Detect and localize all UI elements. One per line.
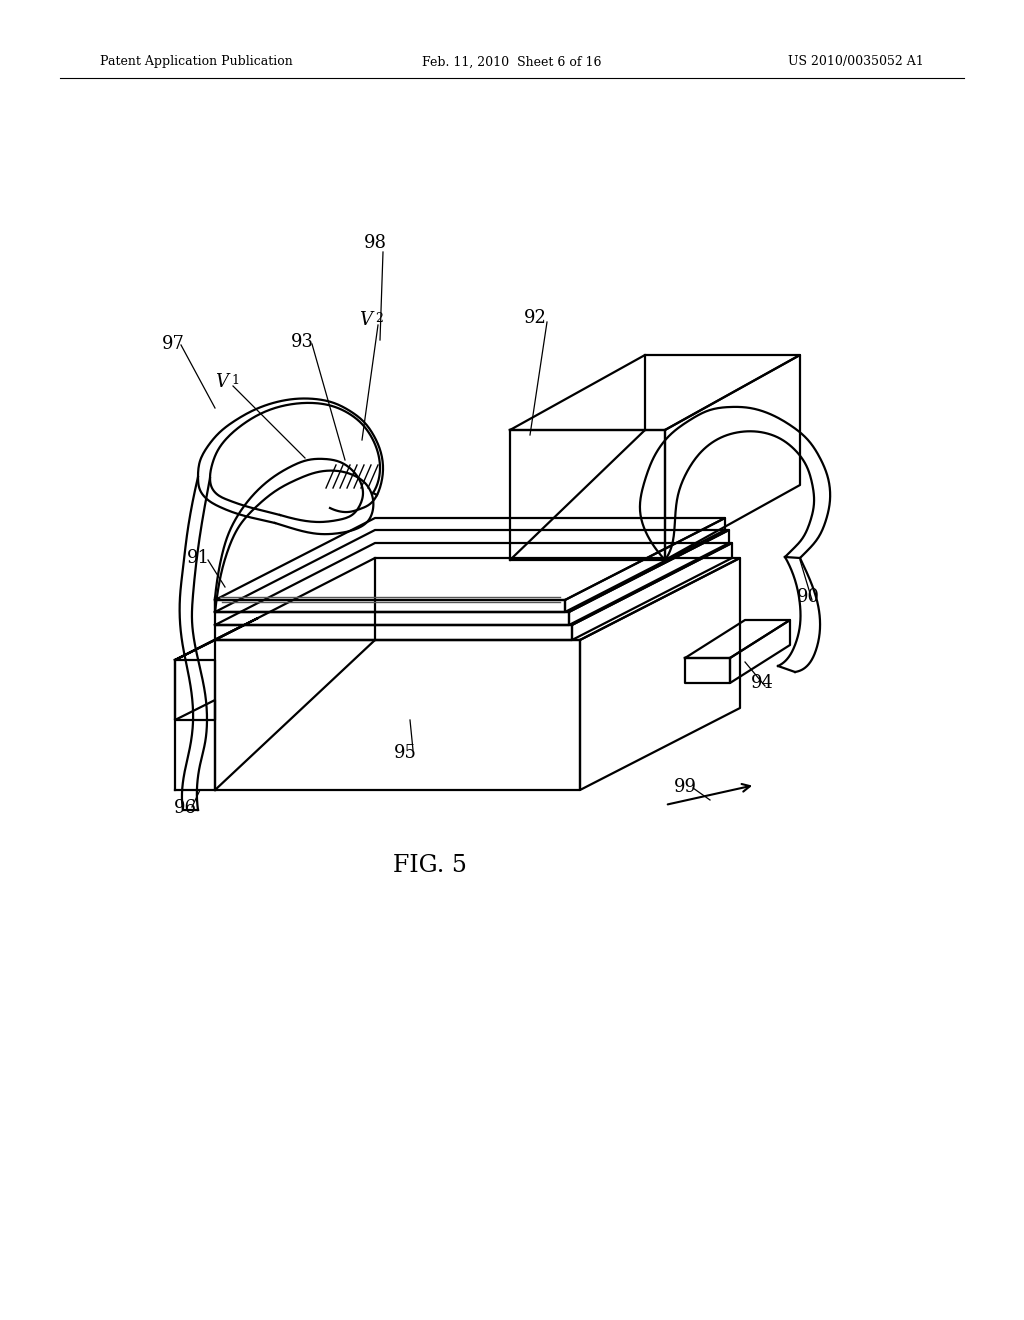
Text: 94: 94 <box>751 675 773 692</box>
Text: V: V <box>215 374 228 391</box>
Text: 98: 98 <box>364 234 386 252</box>
Text: 92: 92 <box>523 309 547 327</box>
Text: FIG. 5: FIG. 5 <box>393 854 467 876</box>
Text: Patent Application Publication: Patent Application Publication <box>100 55 293 69</box>
Text: V: V <box>359 312 373 329</box>
Text: 90: 90 <box>797 587 819 606</box>
Text: 2: 2 <box>375 312 383 325</box>
Text: 95: 95 <box>393 744 417 762</box>
Text: US 2010/0035052 A1: US 2010/0035052 A1 <box>788 55 924 69</box>
Text: 97: 97 <box>162 335 184 352</box>
Text: 99: 99 <box>674 777 696 796</box>
Text: 93: 93 <box>291 333 313 351</box>
Text: 96: 96 <box>173 799 197 817</box>
Text: 1: 1 <box>231 374 239 387</box>
Text: 91: 91 <box>186 549 210 568</box>
Text: Feb. 11, 2010  Sheet 6 of 16: Feb. 11, 2010 Sheet 6 of 16 <box>422 55 602 69</box>
